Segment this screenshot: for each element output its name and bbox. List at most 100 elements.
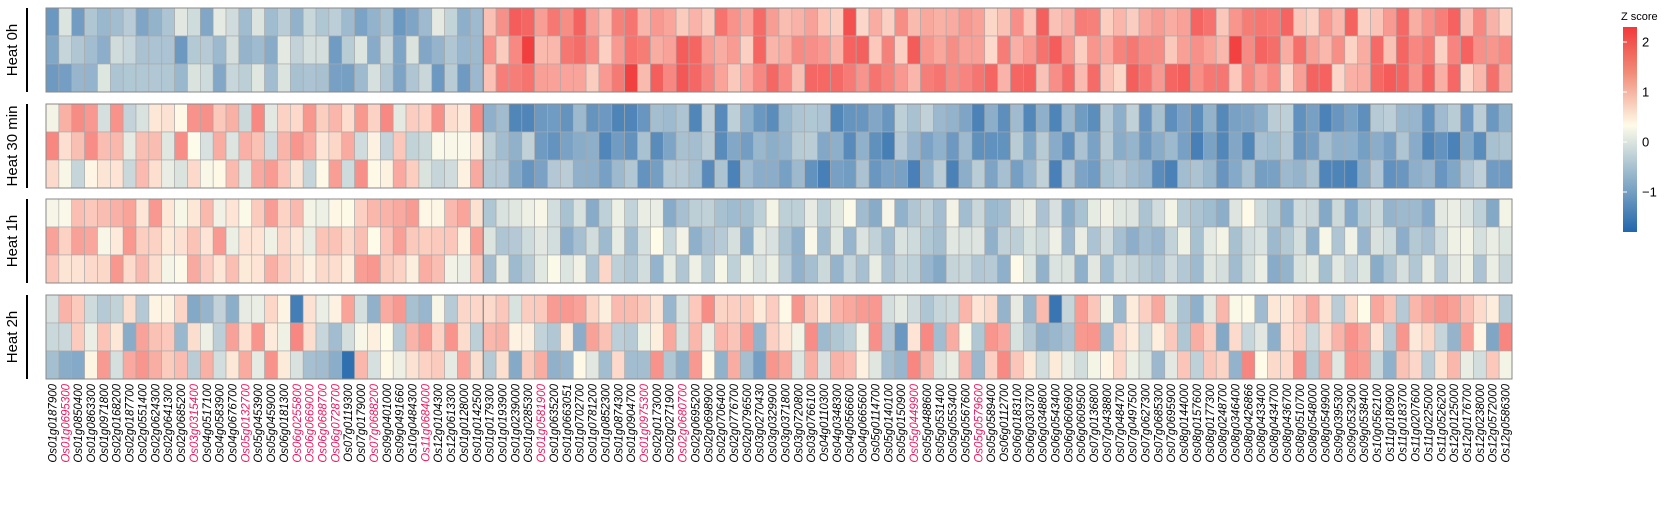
heatmap-cell <box>1125 103 1140 133</box>
heatmap-cell <box>1293 254 1307 284</box>
heatmap-cell <box>444 322 458 352</box>
heatmap-cell <box>727 294 741 324</box>
heatmap-cell <box>560 198 574 228</box>
heatmap-cell <box>560 103 574 133</box>
heatmap-cell <box>264 7 278 37</box>
heatmap-cell <box>1293 198 1307 228</box>
heatmap-cell <box>1370 63 1384 93</box>
heatmap-cell <box>1151 322 1166 352</box>
heatmap-cell <box>842 294 857 324</box>
heatmap-cell <box>1473 198 1487 228</box>
heatmap-cell <box>110 7 124 37</box>
heatmap-cell <box>1280 350 1294 380</box>
heatmap-cell <box>1061 7 1076 37</box>
heatmap-cell <box>1010 7 1024 37</box>
heatmap-cell <box>1203 322 1217 352</box>
heatmap-cell <box>1190 35 1204 65</box>
heatmap-cell <box>58 254 73 284</box>
heatmap-cell <box>84 226 98 256</box>
heatmap-cell <box>71 322 85 352</box>
heatmap-cell <box>251 198 265 228</box>
heatmap-cell <box>1010 159 1024 189</box>
heatmap-cell <box>740 131 754 161</box>
heatmap-cell <box>1485 254 1500 284</box>
heatmap-cell <box>264 294 278 324</box>
gene-label: Os07g0695900 <box>1166 383 1178 462</box>
heatmap-cell <box>984 35 998 65</box>
heatmap-cell <box>315 322 330 352</box>
heatmap-cell <box>187 103 201 133</box>
heatmap-cell <box>958 159 973 189</box>
heatmap-cell <box>1473 254 1487 284</box>
heatmap-cell <box>830 198 844 228</box>
heatmap-cell <box>958 103 973 133</box>
gene-label: Os02g0187700 <box>125 383 137 462</box>
heatmap-cell <box>997 131 1011 161</box>
heatmap-cell <box>341 159 355 189</box>
heatmap-cell <box>1100 7 1114 37</box>
panel-frame <box>45 198 1513 284</box>
heatmap-cell <box>508 35 523 65</box>
gene-label: Os02g0776700 <box>729 383 741 462</box>
heatmap-cell <box>495 159 510 189</box>
heatmap-cell <box>251 159 265 189</box>
heatmap-cell <box>315 254 330 284</box>
heatmap-cell <box>482 103 497 133</box>
heatmap-cell <box>1485 103 1500 133</box>
heatmap-cell <box>482 254 497 284</box>
heatmap-cell <box>457 35 471 65</box>
heatmap-cell <box>1370 294 1384 324</box>
gene-label: Os05g0579600 <box>973 383 985 462</box>
heatmap-cell <box>714 350 728 380</box>
heatmap-cell <box>1048 159 1063 189</box>
heatmap-cell <box>585 159 600 189</box>
heatmap-cell <box>1061 254 1076 284</box>
heatmap-cell <box>174 159 188 189</box>
heatmap-cell <box>868 131 883 161</box>
heatmap-cell <box>328 63 343 93</box>
heatmap-cell <box>1460 103 1474 133</box>
panel-label: Heat 2h <box>4 311 21 364</box>
heatmap-cell <box>984 159 998 189</box>
heatmap-cell <box>1305 7 1320 37</box>
heatmap-cell <box>354 131 368 161</box>
heatmap-cell <box>1087 103 1101 133</box>
heatmap-cell <box>1061 35 1076 65</box>
heatmap-cell <box>521 131 535 161</box>
heatmap-cell <box>894 103 908 133</box>
heatmap-cell <box>392 131 407 161</box>
heatmap-cell <box>804 226 818 256</box>
heatmap-cell <box>868 294 883 324</box>
heatmap-cell <box>804 63 818 93</box>
heatmap-cell <box>328 254 343 284</box>
heatmap-cell <box>354 294 368 324</box>
heatmap-cell <box>958 131 973 161</box>
heatmap-cell <box>740 7 754 37</box>
heatmap-cell <box>482 294 497 324</box>
heatmap-cell <box>418 350 433 380</box>
heatmap-cell <box>238 103 253 133</box>
heatmap-cell <box>122 226 137 256</box>
heatmap-cell <box>1151 131 1166 161</box>
heatmap-cell <box>264 63 278 93</box>
heatmap-panel: Heat 1h <box>4 198 1513 284</box>
heatmap-panel: Heat 0h <box>4 7 1513 93</box>
heatmap-cell <box>740 350 754 380</box>
heatmap-cell <box>598 63 613 93</box>
heatmap-cell <box>984 350 998 380</box>
heatmap-cell <box>1293 35 1307 65</box>
heatmap-cell <box>315 159 330 189</box>
heatmap-cell <box>97 198 111 228</box>
heatmap-cell <box>778 322 793 352</box>
heatmap-cell <box>1357 159 1371 189</box>
gene-label: Os08g0144000 <box>1179 383 1191 462</box>
heatmap-cell <box>1395 7 1410 37</box>
heatmap-cell <box>714 226 728 256</box>
gene-label: Os08g0510700 <box>1295 383 1307 462</box>
heatmap-cell <box>1177 63 1191 93</box>
heatmap-cell <box>1331 131 1346 161</box>
heatmap-cell <box>302 7 317 37</box>
heatmap-cell <box>572 294 587 324</box>
heatmap-cell <box>1023 103 1037 133</box>
heatmap-cell <box>791 103 806 133</box>
